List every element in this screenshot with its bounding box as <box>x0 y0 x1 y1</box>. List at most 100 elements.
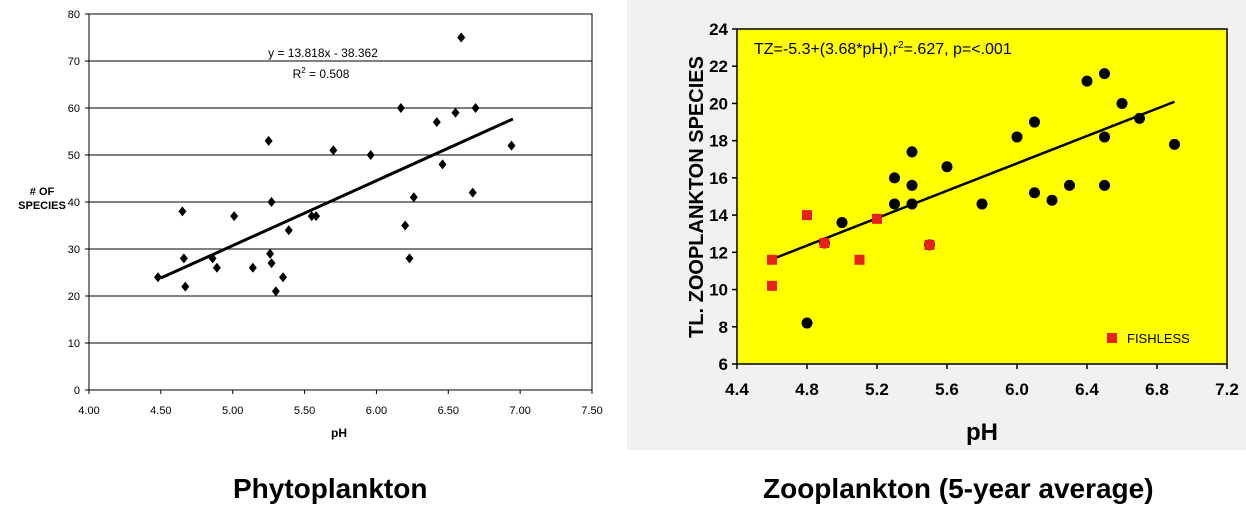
right-trendline-group <box>771 100 1175 261</box>
left-data-point <box>329 145 338 156</box>
left-data-point <box>366 150 375 160</box>
left-data-point <box>405 253 414 264</box>
right-data-point <box>1046 194 1058 206</box>
left-data-point <box>279 272 288 283</box>
caption-zooplankton: Zooplankton (5-year average) <box>763 473 1154 504</box>
left-data-point <box>432 117 441 128</box>
left-data-point <box>267 258 276 269</box>
left-data-point <box>266 248 275 259</box>
left-data-point <box>178 206 187 217</box>
right-data-point <box>836 217 848 229</box>
right-data-point-fishless <box>802 210 812 221</box>
right-data-point-fishless <box>767 280 777 291</box>
right-x-tick-label: 6.4 <box>1075 380 1099 399</box>
right-data-point <box>1011 131 1023 143</box>
right-equation-label: TZ=-5.3+(3.68*pH),r2=.627, p=<.001 <box>754 40 1012 58</box>
right-tick-labels: 6 8 10 12 14 16 18 20 22 24 4.4 4.8 5.2 5.6 6.0 6.4 6.8 7… <box>709 20 1239 399</box>
right-y-tick-label: 12 <box>709 243 728 262</box>
right-data-point-fishless <box>872 213 882 224</box>
left-data-point <box>264 135 273 146</box>
left-y-tick-label: 30 <box>68 244 80 256</box>
right-data-point <box>1099 131 1110 143</box>
left-y-axis-label-line1: # OF <box>30 186 55 198</box>
left-x-axis-label: pH <box>331 426 347 440</box>
left-data-point <box>438 159 447 170</box>
left-y-tick-label: 0 <box>74 385 80 397</box>
left-data-point <box>271 286 280 297</box>
right-y-tick-label: 6 <box>719 355 728 374</box>
right-y-axis-label: TL. ZOOPLANKTON SPECIES <box>686 56 708 338</box>
right-x-axis-label: pH <box>966 419 998 446</box>
left-r2-label: R2 = 0.508 <box>293 66 350 81</box>
left-y-tick-label: 80 <box>68 9 80 21</box>
right-data-point <box>889 198 900 210</box>
right-data-point <box>1064 179 1075 191</box>
right-data-point <box>1099 68 1110 80</box>
left-x-tick-label: 7.50 <box>581 405 602 417</box>
right-x-tick-label: 4.8 <box>795 380 819 399</box>
right-y-tick-label: 22 <box>709 57 728 76</box>
right-data-point <box>1134 112 1145 124</box>
left-data-point <box>267 197 276 207</box>
right-x-tick-label: 5.2 <box>865 380 889 399</box>
right-data-point <box>976 198 988 210</box>
right-data-point <box>906 146 918 158</box>
left-y-tick-label: 40 <box>68 197 80 209</box>
left-equation-label: y = 13.818x - 38.362 <box>268 46 378 60</box>
right-data-point <box>906 198 918 210</box>
right-data-point <box>1099 179 1110 191</box>
right-data-point <box>1029 187 1040 199</box>
left-data-point <box>153 272 162 283</box>
left-data-point <box>179 253 188 264</box>
left-y-tick-label: 10 <box>68 338 80 350</box>
left-x-tick-label: 5.50 <box>294 405 315 417</box>
left-data-point <box>181 281 190 292</box>
left-x-tick-label: 6.50 <box>438 405 459 417</box>
right-x-tick-label: 6.0 <box>1005 380 1029 399</box>
left-tick-labels: 0 10 20 30 40 50 60 70 80 4.00 4.50 5.00 5.50 6.00 6.5… <box>68 9 603 417</box>
right-y-tick-label: 8 <box>719 318 728 337</box>
left-y-tick-label: 70 <box>68 56 80 68</box>
left-data-point <box>230 211 239 222</box>
left-data-point <box>451 107 460 118</box>
right-x-tick-label: 6.8 <box>1145 380 1169 399</box>
right-data-point <box>941 161 953 173</box>
left-data-point <box>468 187 477 198</box>
caption-phytoplankton: Phytoplankton <box>233 473 428 504</box>
left-y-tick-label: 60 <box>68 103 80 115</box>
right-data-point <box>889 172 900 184</box>
right-y-tick-label: 24 <box>709 20 728 39</box>
left-data-point <box>507 140 516 151</box>
left-gridlines <box>85 13 593 394</box>
left-y-axis-label-line2: SPECIES <box>18 200 66 212</box>
left-trendline-group <box>160 117 514 280</box>
left-y-tick-label: 50 <box>68 150 80 162</box>
left-data-point <box>409 192 418 203</box>
left-data-point <box>457 32 466 43</box>
right-x-tick-label: 5.6 <box>935 380 959 399</box>
right-data-point-fishless <box>924 239 935 250</box>
right-y-tick-label: 10 <box>709 281 728 300</box>
left-trendline <box>160 117 514 280</box>
left-data-point <box>248 262 257 273</box>
right-y-tick-label: 18 <box>709 132 728 151</box>
right-data-points <box>767 68 1180 329</box>
right-data-point <box>801 317 813 329</box>
right-data-point <box>906 179 918 191</box>
right-data-point <box>1081 75 1093 87</box>
right-data-point-fishless <box>767 254 777 265</box>
right-y-tick-label: 20 <box>709 94 728 113</box>
left-x-tick-label: 7.00 <box>509 405 530 417</box>
left-x-tick-label: 5.00 <box>222 405 243 417</box>
right-x-tick-label: 7.2 <box>1215 380 1239 399</box>
left-x-tick-label: 4.50 <box>150 405 171 417</box>
left-data-point <box>284 225 293 236</box>
right-data-point <box>1116 97 1128 109</box>
zooplankton-chart: 6 8 10 12 14 16 18 20 22 24 4.4 4.8 5.2 5.6 6.0 6.4 6.8 7… <box>627 0 1246 450</box>
left-data-point <box>208 253 217 264</box>
right-data-point-fishless <box>819 238 830 249</box>
right-data-point <box>1169 138 1180 150</box>
legend-fishless-label: FISHLESS <box>1127 331 1190 346</box>
left-x-tick-label: 6.00 <box>366 405 387 417</box>
